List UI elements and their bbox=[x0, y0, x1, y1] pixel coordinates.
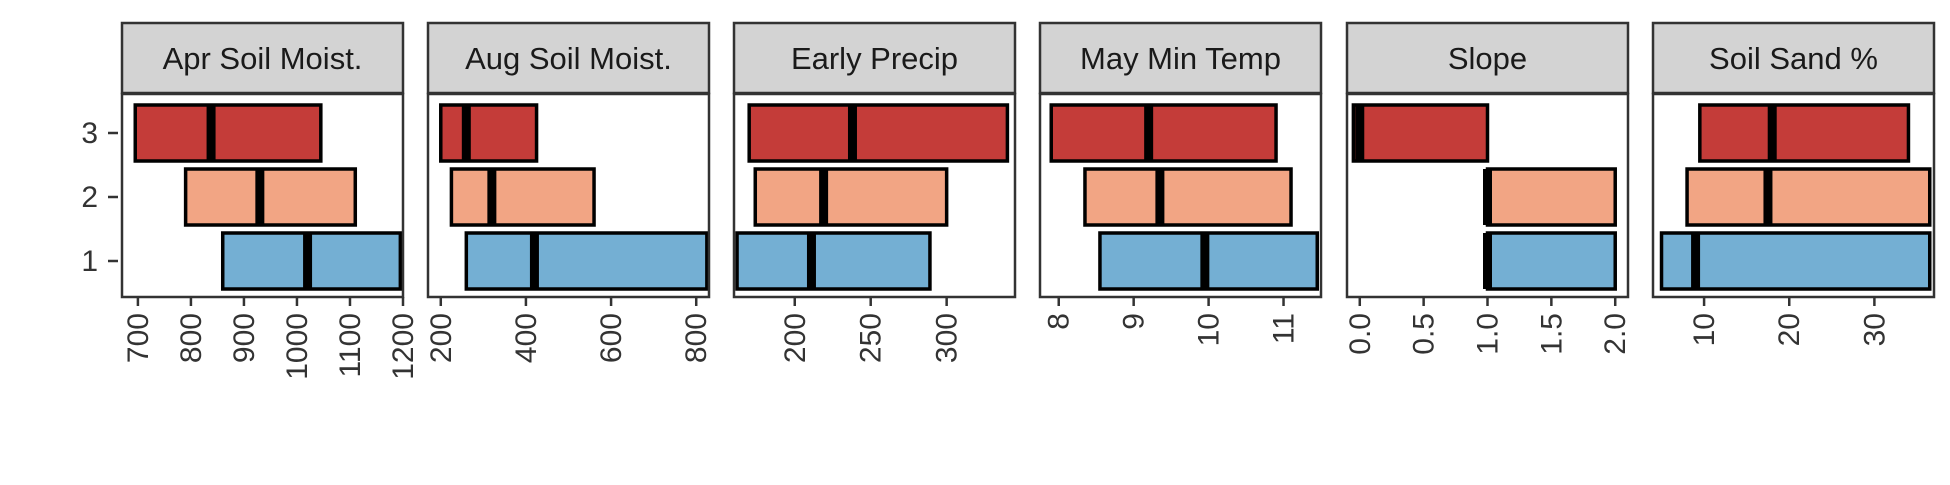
facet-strip bbox=[1345, 21, 1630, 95]
bar-cat-3 bbox=[747, 103, 1010, 163]
bar-cat-2 bbox=[449, 167, 596, 227]
facet-panel-6: Soil Sand % 10 20 30 bbox=[1651, 21, 1936, 346]
bar-cat-2 bbox=[1485, 167, 1617, 227]
x-tick-label: 700 bbox=[122, 313, 155, 363]
bar-cat-3 bbox=[439, 103, 539, 163]
bar-cat-1 bbox=[464, 231, 709, 291]
x-tick-label: 1000 bbox=[281, 313, 314, 380]
facet-strip bbox=[120, 21, 405, 95]
y-tick-label-2: 2 bbox=[81, 181, 98, 214]
x-tick-label: 1100 bbox=[334, 313, 367, 378]
facet-strip bbox=[426, 21, 711, 95]
x-tick-label: 11 bbox=[1268, 313, 1301, 344]
bar-cat-1 bbox=[1485, 231, 1617, 291]
bar-cat-1 bbox=[735, 231, 932, 291]
facet-title: Soil Sand % bbox=[1709, 41, 1878, 76]
x-tick-label: 1.0 bbox=[1472, 313, 1505, 355]
bar-cat-2 bbox=[183, 167, 358, 227]
bar-cat-2 bbox=[1083, 167, 1293, 227]
facet-strip bbox=[1651, 21, 1936, 95]
facet-strip bbox=[1038, 21, 1323, 95]
x-tick-label: 20 bbox=[1773, 313, 1806, 346]
facet-panel-2: Aug Soil Moist. 200 400 600 800 bbox=[425, 21, 713, 363]
panel-border bbox=[120, 92, 405, 299]
y-tick-label-3: 3 bbox=[81, 117, 98, 150]
panel-border bbox=[1651, 92, 1936, 299]
x-tick-label: 10 bbox=[1193, 313, 1226, 346]
x-tick-label: 200 bbox=[425, 313, 458, 363]
facet-panel-5: Slope 0.0 0.5 1.0 1.5 2.0 bbox=[1344, 21, 1632, 355]
bar-cat-1 bbox=[1659, 231, 1932, 291]
x-tick-label: 0.5 bbox=[1408, 313, 1441, 355]
x-tick-label: 0.0 bbox=[1344, 313, 1377, 355]
facet-title: Early Precip bbox=[791, 41, 958, 76]
x-tick-label: 200 bbox=[779, 313, 812, 363]
bar-cat-3 bbox=[133, 103, 323, 163]
panel-border bbox=[732, 92, 1017, 299]
bar-cat-3 bbox=[1049, 103, 1278, 163]
x-tick-label: 300 bbox=[931, 313, 964, 363]
facet-title: May Min Temp bbox=[1080, 41, 1281, 76]
panel-border bbox=[1038, 92, 1323, 299]
x-tick-label: 10 bbox=[1688, 313, 1721, 346]
x-tick-label: 8 bbox=[1043, 313, 1076, 330]
facet-title: Slope bbox=[1448, 41, 1527, 76]
bar-cat-2 bbox=[1685, 167, 1932, 227]
x-tick-label: 2.0 bbox=[1599, 313, 1632, 355]
facet-panel-3: Early Precip 200 250 300 bbox=[732, 21, 1017, 363]
x-tick-label: 400 bbox=[510, 313, 543, 363]
x-tick-label: 800 bbox=[680, 313, 713, 363]
bar-cat-3 bbox=[1698, 103, 1911, 163]
facet-title: Aug Soil Moist. bbox=[465, 41, 672, 76]
x-tick-label: 900 bbox=[228, 313, 261, 363]
bar-cat-2 bbox=[753, 167, 949, 227]
x-tick-label: 1200 bbox=[387, 313, 420, 380]
facet-panel-4: May Min Temp 8 9 10 11 bbox=[1038, 21, 1323, 346]
y-tick-label-1: 1 bbox=[81, 245, 98, 278]
panel-border bbox=[426, 92, 711, 299]
facet-panel-1: Apr Soil Moist. 700 800 900 1000 1100 1200 bbox=[120, 21, 420, 380]
x-tick-label: 800 bbox=[175, 313, 208, 363]
x-tick-label: 1.5 bbox=[1535, 313, 1568, 355]
facet-title: Apr Soil Moist. bbox=[163, 41, 363, 76]
bar-cat-3 bbox=[1351, 103, 1490, 163]
x-tick-label: 600 bbox=[595, 313, 628, 363]
x-tick-label: 250 bbox=[855, 313, 888, 363]
x-tick-label: 30 bbox=[1858, 313, 1891, 346]
x-tick-label: 9 bbox=[1118, 313, 1151, 330]
